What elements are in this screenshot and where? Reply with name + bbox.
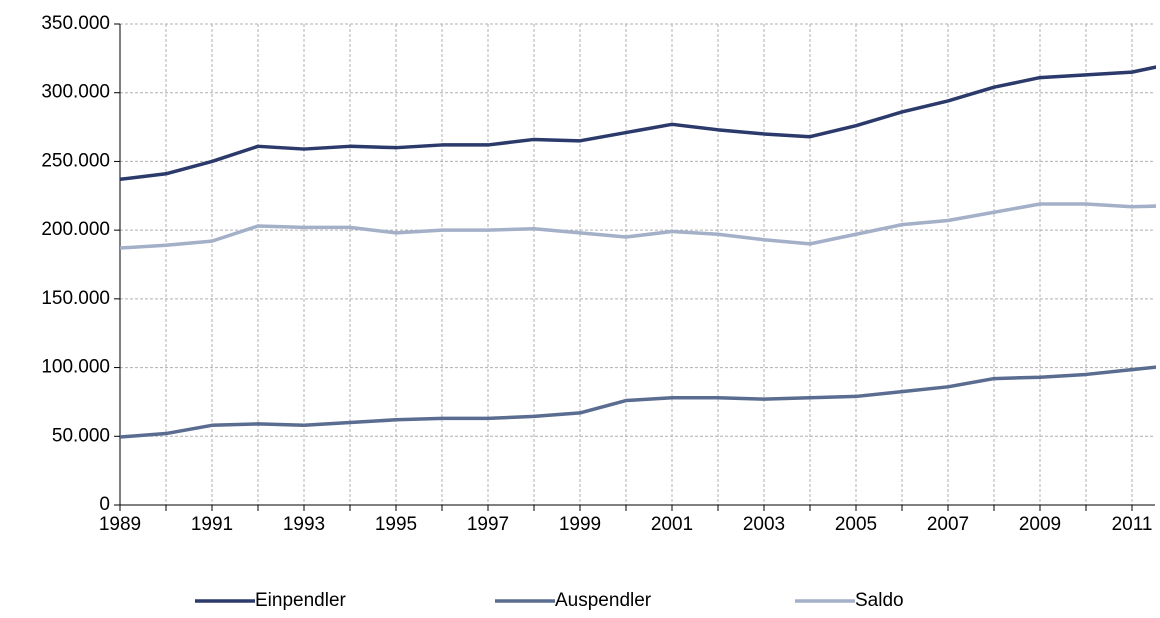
y-tick-label: 200.000 <box>41 219 110 240</box>
y-tick-label: 150.000 <box>41 288 110 309</box>
x-tick-label: 1993 <box>283 514 325 535</box>
y-tick-label: 50.000 <box>52 425 110 446</box>
y-tick-label: 350.000 <box>41 13 110 34</box>
plot-area <box>120 65 1156 439</box>
legend-label: Saldo <box>855 590 904 611</box>
x-tick-label: 1989 <box>99 514 141 535</box>
series-line <box>120 65 1156 182</box>
x-tick-label: 1991 <box>191 514 233 535</box>
x-tick-label: 2005 <box>835 514 877 535</box>
labels: 0 50.000 100.000 150.000 200.000 250.000 300.0… <box>41 13 1152 611</box>
y-tick-label: 250.000 <box>41 150 110 171</box>
x-tick-label: 1995 <box>375 514 417 535</box>
grid <box>114 23 1155 511</box>
x-tick-label: 2001 <box>651 514 693 535</box>
x-tick-label: 2009 <box>1019 514 1061 535</box>
x-tick-label: 2007 <box>927 514 969 535</box>
x-tick-label: 2011 <box>1112 514 1153 535</box>
legend-label: Einpendler <box>255 590 347 611</box>
x-tick-label: 2003 <box>743 514 785 535</box>
series-line <box>120 202 1156 250</box>
legend-label: Auspendler <box>555 590 652 611</box>
y-tick-label: 100.000 <box>41 357 110 378</box>
y-tick-label: 300.000 <box>41 82 110 103</box>
x-tick-label: 1999 <box>559 514 601 535</box>
x-tick-label: 1997 <box>467 514 509 535</box>
y-tick-label: 0 <box>99 494 110 515</box>
series-line <box>120 365 1156 439</box>
